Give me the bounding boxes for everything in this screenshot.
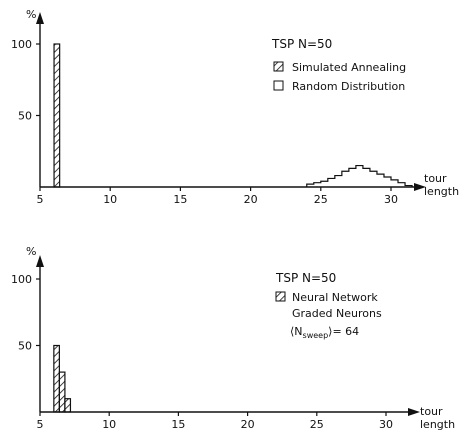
top-panel: % 5 10 15 20 25 30 50 100 TSP N=50 Simulated An… xyxy=(11,8,459,206)
bottom-y-axis-arrow xyxy=(36,255,44,267)
bottom-x-tick-label-15: 15 xyxy=(171,418,185,431)
bottom-sweep-annotation: ⟨Nsweep⟩= 64 xyxy=(290,325,359,340)
top-bars xyxy=(53,43,413,188)
top-legend-open-swatch xyxy=(273,80,284,91)
bottom-legend-hatched-swatch xyxy=(275,291,286,302)
top-x-tick-label-30: 30 xyxy=(384,193,398,206)
bottom-bar-0-1 xyxy=(58,371,66,413)
top-y-axis-arrow xyxy=(36,12,44,24)
top-x-tick-label-10: 10 xyxy=(103,193,117,206)
bottom-x-tick-label-10: 10 xyxy=(102,418,116,431)
top-legend-hatched-swatch xyxy=(273,61,284,72)
bottom-bar-0-2 xyxy=(64,398,72,413)
top-x-tick-label-20: 20 xyxy=(244,193,258,206)
top-legend-label-random-distribution: Random Distribution xyxy=(292,80,405,93)
bottom-y-tick-label-50: 50 xyxy=(18,340,32,353)
top-x-tick-label-15: 15 xyxy=(173,193,187,206)
bottom-x-axis-label: tour length xyxy=(420,405,455,431)
bottom-x-tick-label-5: 5 xyxy=(37,418,44,431)
top-y-unit-label: % xyxy=(26,8,36,21)
top-bar-0-0 xyxy=(53,43,61,188)
bottom-ticks: 5 10 15 20 25 30 50 100 xyxy=(11,273,393,431)
top-y-tick-label-100: 100 xyxy=(11,38,32,51)
bottom-x-tick-label-30: 30 xyxy=(379,418,393,431)
top-chart-title: TSP N=50 xyxy=(271,37,332,51)
bottom-x-axis-arrow xyxy=(408,408,420,416)
bottom-x-tick-label-25: 25 xyxy=(310,418,324,431)
bottom-panel: % 5 10 15 20 25 30 50 100 TSP N=50 Neural Netwo… xyxy=(11,245,455,431)
bottom-y-unit-label: % xyxy=(26,245,36,258)
top-ticks: 5 10 15 20 25 30 50 100 xyxy=(11,38,398,206)
bottom-chart-title: TSP N=50 xyxy=(275,271,336,285)
bottom-bar-0-0 xyxy=(53,344,60,413)
top-x-tick-label-25: 25 xyxy=(314,193,328,206)
bottom-x-tick-label-20: 20 xyxy=(241,418,255,431)
top-step-histogram xyxy=(306,164,413,187)
top-axes xyxy=(36,12,426,191)
top-x-axis-arrow xyxy=(414,183,426,191)
top-x-tick-label-5: 5 xyxy=(37,193,44,206)
bottom-y-tick-label-100: 100 xyxy=(11,273,32,286)
bottom-legend-label-graded-neurons: Graded Neurons xyxy=(292,307,382,320)
bottom-legend-label-neural-network: Neural Network xyxy=(292,291,378,304)
top-y-tick-label-50: 50 xyxy=(18,110,32,123)
top-x-axis-label: tour length xyxy=(424,172,459,198)
bottom-axes xyxy=(36,255,420,416)
top-legend-label-simulated-annealing: Simulated Annealing xyxy=(292,61,406,74)
bottom-bars xyxy=(53,344,72,413)
